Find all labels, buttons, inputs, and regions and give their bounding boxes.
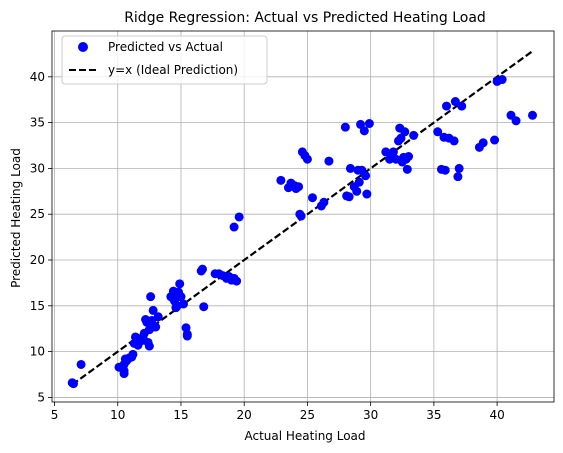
data-point [276,175,286,185]
data-point [179,299,189,309]
data-point [490,135,500,145]
data-point [151,322,161,332]
data-point [344,192,354,202]
x-axis: 5 10 15 20 25 30 35 40 [51,402,505,422]
legend-box [61,35,268,85]
data-point [440,165,450,175]
data-point [354,177,364,187]
y-tick-label: 10 [30,345,45,359]
data-point [454,163,464,173]
x-tick-label: 40 [489,408,504,422]
y-tick-label: 25 [30,207,45,221]
data-point [128,349,138,359]
x-tick-label: 35 [426,408,441,422]
data-point [400,127,410,137]
data-point [146,292,156,302]
data-point [352,186,362,196]
data-point [68,379,78,389]
data-point [199,302,209,312]
data-point [234,212,244,222]
data-point [296,211,306,221]
data-point [453,172,463,182]
x-axis-label: Actual Heating Load [244,429,365,443]
data-point [294,182,304,192]
data-point [442,101,452,111]
data-point [402,164,412,174]
y-axis-label: Predicted Heating Load [9,148,23,288]
data-point [450,97,460,107]
y-axis: 5 10 15 20 25 30 35 40 [30,70,52,404]
data-point [302,154,312,164]
data-point [175,279,185,289]
x-tick-label: 15 [173,408,188,422]
data-point [197,264,207,274]
data-point [359,126,369,136]
data-point [144,341,154,351]
data-point [319,197,329,207]
legend-label-predicted: Predicted vs Actual [108,40,223,54]
data-point [364,119,374,129]
y-tick-label: 20 [30,253,45,267]
data-point [362,189,372,199]
data-point [511,116,521,126]
data-point [176,292,186,302]
data-point [307,193,317,203]
legend-label-ideal-line: y=x (Ideal Prediction) [108,63,238,77]
grid-lines [52,31,554,402]
x-tick-label: 5 [51,408,59,422]
data-point [381,147,391,157]
data-point [153,312,163,322]
data-point [229,222,239,232]
legend: Predicted vs Actual y=x (Ideal Predictio… [61,35,268,85]
data-point [385,154,395,164]
data-point [324,156,334,166]
data-point [76,359,86,369]
legend-marker-predicted [78,42,88,52]
y-tick-label: 35 [30,116,45,130]
data-point [345,163,355,173]
data-point [148,305,158,315]
x-tick-label: 25 [300,408,315,422]
data-point [457,101,467,111]
data-point [497,75,507,85]
data-point [478,138,488,148]
data-point [361,171,371,181]
data-point [388,147,398,157]
y-tick-label: 15 [30,299,45,313]
plot-area [51,30,555,403]
data-point [433,127,443,137]
data-point [232,276,242,286]
y-tick-label: 30 [30,161,45,175]
data-point [119,366,129,376]
data-points [67,75,538,389]
x-tick-label: 20 [237,408,252,422]
data-point [404,151,414,161]
data-point [449,136,459,146]
data-point [528,110,538,120]
y-tick-label: 5 [37,390,45,404]
data-point [409,130,419,140]
y-tick-label: 40 [30,70,45,84]
chart-title: Ridge Regression: Actual vs Predicted He… [124,10,486,26]
x-tick-label: 30 [363,408,378,422]
data-point [182,331,192,341]
data-point [340,122,350,132]
plot-frame [51,30,555,403]
x-tick-label: 10 [110,408,125,422]
